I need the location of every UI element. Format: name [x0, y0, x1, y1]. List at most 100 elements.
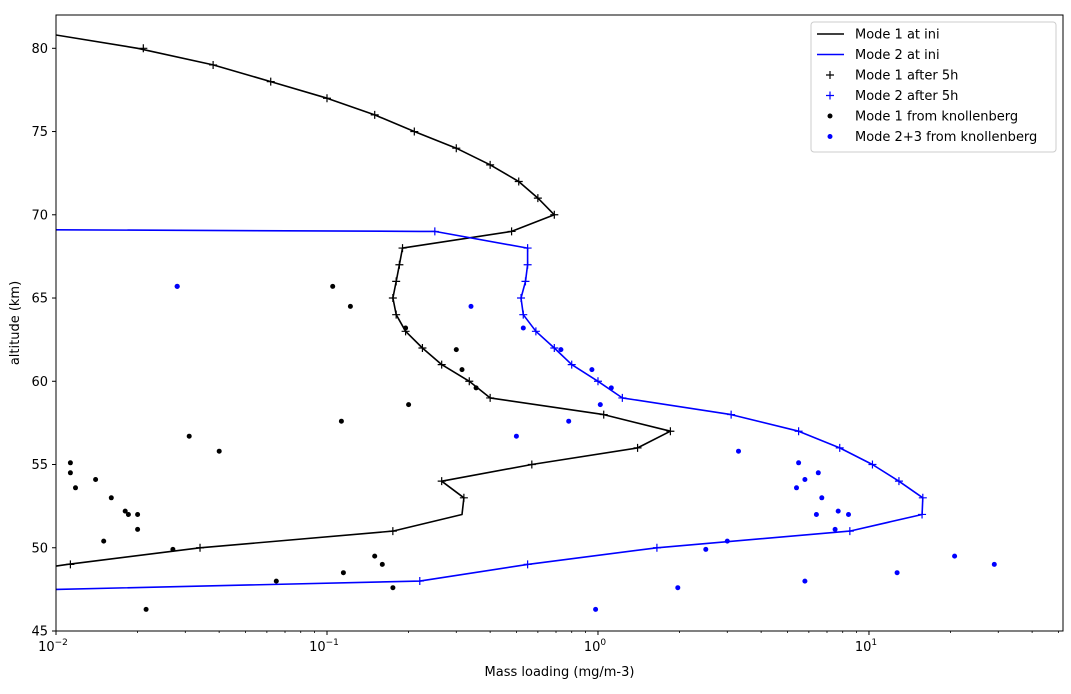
- plus-marker: [430, 227, 439, 236]
- legend-box: [810, 21, 1057, 153]
- dot-marker: [736, 448, 741, 454]
- legend: Mode 1 at ini Mode 2 at ini Mode 1 after 5…: [810, 21, 1057, 153]
- series-line: [56, 229, 924, 591]
- legend-label: Mode 1 after 5h: [855, 69, 958, 84]
- dot-marker: [815, 470, 821, 476]
- series-3: [415, 227, 927, 586]
- x-tick-label: 100: [584, 638, 607, 655]
- plus-marker: [523, 260, 532, 269]
- dot-marker: [125, 512, 131, 517]
- dot-marker: [73, 485, 78, 491]
- legend-label: Mode 2 at ini: [855, 48, 940, 63]
- dot-marker: [67, 460, 73, 466]
- y-tick-label: 55: [31, 458, 48, 473]
- plus-marker: [196, 543, 205, 552]
- plus-marker: [486, 160, 495, 169]
- dot-marker: [991, 561, 997, 567]
- dot-marker: [273, 578, 279, 584]
- x-tick-exponent: −2: [55, 638, 68, 648]
- plus-marker: [527, 460, 536, 469]
- plus-marker: [918, 510, 927, 519]
- plus-marker: [633, 443, 642, 452]
- plus-marker: [437, 477, 446, 486]
- dot-marker: [802, 477, 808, 482]
- x-tick-base: 10: [855, 640, 872, 655]
- plus-marker: [388, 527, 397, 536]
- plus-marker: [486, 393, 495, 402]
- legend-item: Mode 2+3 from knollenberg: [827, 130, 1037, 145]
- plus-marker: [918, 493, 927, 502]
- dot-marker: [174, 283, 180, 289]
- dot-marker: [813, 512, 819, 517]
- dot-marker: [703, 546, 709, 552]
- plus-marker: [593, 377, 602, 386]
- plus-marker: [531, 327, 540, 336]
- series-line: [56, 34, 672, 567]
- legend-item: Mode 2 after 5h: [826, 89, 958, 104]
- legend-label: Mode 2 after 5h: [855, 89, 958, 104]
- plus-marker: [523, 244, 532, 253]
- plus-marker: [727, 410, 736, 419]
- dot-marker: [101, 538, 107, 544]
- plus-marker: [388, 294, 397, 303]
- x-tick-exponent: 0: [600, 638, 606, 648]
- plus-marker: [392, 277, 401, 286]
- plus-marker: [794, 427, 803, 436]
- plus-marker: [618, 393, 627, 402]
- dot-marker: [186, 433, 192, 439]
- plus-marker: [66, 560, 75, 569]
- y-tick-label: 50: [31, 541, 48, 556]
- dot-marker: [338, 418, 344, 424]
- plus-marker: [666, 427, 675, 436]
- x-tick-base: 10: [309, 640, 326, 655]
- dot-marker: [453, 347, 459, 353]
- dot-marker: [952, 553, 958, 559]
- series-5: [174, 283, 997, 612]
- legend-item: Mode 1 after 5h: [826, 69, 958, 84]
- plus-marker: [567, 360, 576, 369]
- plus-marker: [519, 310, 528, 319]
- plus-marker: [652, 543, 661, 552]
- dot-marker: [170, 546, 176, 552]
- plus-marker: [868, 460, 877, 469]
- dot-marker: [93, 477, 99, 482]
- plus-marker: [437, 360, 446, 369]
- plus-marker: [395, 260, 404, 269]
- plus-marker: [266, 77, 275, 86]
- y-tick-label: 45: [31, 625, 48, 640]
- dot-marker: [513, 433, 519, 439]
- y-axis-label: altitude (km): [8, 281, 23, 365]
- dot-marker: [802, 578, 808, 584]
- y-tick-label: 60: [31, 375, 48, 390]
- dot-marker: [846, 512, 851, 517]
- plus-marker: [459, 493, 468, 502]
- dot-marker: [608, 385, 614, 391]
- legend-plus-swatch: [826, 91, 834, 100]
- plus-marker: [517, 294, 526, 303]
- x-tick-label: 101: [855, 638, 877, 655]
- plus-marker: [599, 410, 608, 419]
- plus-marker: [521, 277, 530, 286]
- plus-marker: [322, 94, 331, 103]
- plus-marker: [209, 60, 218, 69]
- dot-marker: [135, 512, 141, 517]
- legend-dot-swatch: [827, 113, 833, 119]
- legend-item: Mode 2 at ini: [817, 48, 940, 63]
- dot-marker: [340, 570, 346, 576]
- dot-marker: [520, 325, 526, 331]
- dot-marker: [796, 460, 802, 466]
- plus-marker: [465, 377, 474, 386]
- plus-marker: [507, 227, 516, 236]
- dot-marker: [894, 570, 900, 576]
- dot-marker: [468, 303, 474, 309]
- dot-marker: [724, 538, 730, 544]
- series-0: [56, 34, 672, 567]
- plus-marker: [415, 577, 424, 586]
- dot-marker: [819, 495, 825, 501]
- dot-marker: [558, 347, 564, 353]
- plus-marker: [410, 127, 419, 136]
- plus-marker: [392, 310, 401, 319]
- plus-marker: [139, 44, 148, 53]
- dot-marker: [835, 508, 841, 514]
